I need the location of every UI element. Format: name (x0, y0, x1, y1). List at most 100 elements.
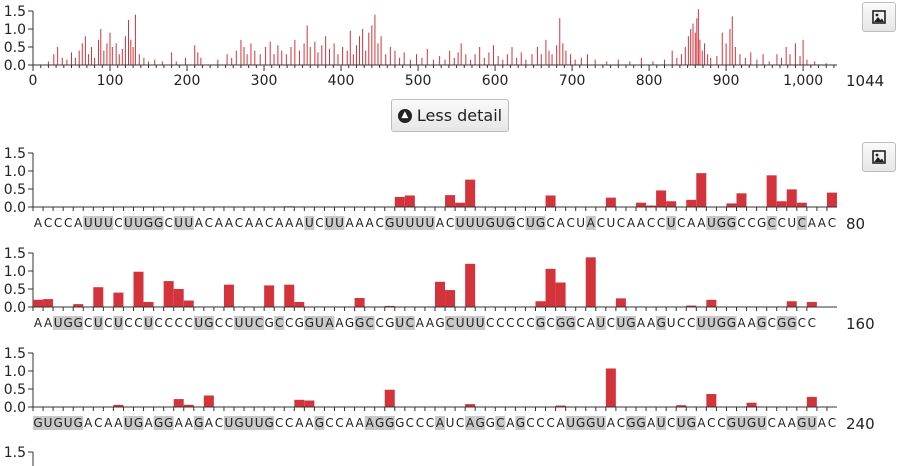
panel-3-nucleotide-highlight (163, 416, 174, 430)
detail-panel-1: 0.00.51.01.5A C C C A U U U C U U G G C U U A C A A C A A C A A A U… (4, 146, 865, 233)
panel-2-bar (354, 298, 365, 307)
panel-3-bar (605, 368, 616, 407)
overview-x-tick-label: 900 (713, 73, 740, 89)
panel-2-bar (615, 298, 626, 307)
panel-2-nucleotide: G (757, 316, 766, 330)
panel-2-nucleotide: C (104, 316, 112, 330)
panel-2-nucleotide-highlight (595, 316, 606, 330)
panel-2-nucleotide-highlight (776, 316, 787, 330)
panel-1-y-tick-label: 1.5 (4, 146, 26, 162)
panel-1-nucleotide: A (697, 216, 706, 230)
panel-3-nucleotide-highlight (806, 416, 817, 430)
panel-3-nucleotide: A (84, 416, 93, 430)
panel-3-nucleotide: G (626, 416, 635, 430)
panel-3-nucleotide: A (144, 416, 153, 430)
panel-3-nucleotide: A (185, 416, 194, 430)
panel-1-nucleotide: U (174, 216, 183, 230)
panel-1-nucleotide: A (818, 216, 827, 230)
panel-1-nucleotide: A (587, 216, 596, 230)
panel-3-nucleotide: C (215, 416, 223, 430)
panel-1-nucleotide-highlight (334, 216, 345, 230)
panel-1-nucleotide-highlight (726, 216, 737, 230)
panel-1-nucleotide: U (456, 216, 465, 230)
panel-3-nucleotide-highlight (43, 416, 54, 430)
panel-3-nucleotide: A (104, 416, 113, 430)
detail-panel-2: 0.00.51.01.5A A U G G C U C U C C U C C C C U G C C U U C G C C G G… (4, 246, 875, 333)
panel-1-nucleotide: U (466, 216, 475, 230)
panel-2-nucleotide: A (335, 316, 344, 330)
panel-2-nucleotide: G (204, 316, 213, 330)
panel-1-bar (826, 192, 837, 207)
panel-2-nucleotide: C (687, 316, 695, 330)
panel-1-nucleotide: A (295, 216, 304, 230)
panel-1-nucleotide: C (657, 216, 665, 230)
panel-1-nucleotide: G (385, 216, 394, 230)
panel-3-nucleotide: A (778, 416, 787, 430)
overview-chart[interactable]: 0.0 0.5 1.0 1.5 0 100 200 300 400 500 600 700 800 900… (4, 4, 837, 89)
panel-1-bar (394, 196, 405, 207)
panel-3-nucleotide-highlight (254, 416, 265, 430)
panel-1-nucleotide: A (74, 216, 83, 230)
panel-1-nucleotide: C (44, 216, 52, 230)
panel-2-nucleotide: U (466, 316, 475, 330)
panel-3-nucleotide: G (154, 416, 163, 430)
panel-1-nucleotide: U (124, 216, 133, 230)
panel-2-nucleotide: C (124, 316, 132, 330)
panel-3-nucleotide: U (596, 416, 605, 430)
panel-1-nucleotide-highlight (706, 216, 717, 230)
panel-3-nucleotide: U (124, 416, 133, 430)
overview-x-tick-label: 0 (29, 73, 38, 89)
panel-1-nucleotide: A (687, 216, 696, 230)
panel-2-nucleotide-highlight (535, 316, 546, 330)
download-image-button-detail[interactable] (862, 142, 896, 172)
panel-1-nucleotide: C (114, 216, 122, 230)
panel-3-nucleotide: C (828, 416, 836, 430)
download-image-button-overview[interactable] (862, 2, 896, 32)
panel-2-nucleotide: A (647, 316, 656, 330)
panel-3-bar (113, 404, 124, 407)
panel-3-nucleotide-highlight (234, 416, 244, 430)
panel-3-nucleotide-highlight (636, 416, 646, 430)
panel-1-nucleotide: A (808, 216, 817, 230)
panel-3-nucleotide: A (788, 416, 797, 430)
panel-2-bar (173, 289, 184, 307)
panel-2-nucleotide: C (486, 316, 494, 330)
panel-1-nucleotide: C (677, 216, 685, 230)
overview-y-tick-label: 0.0 (4, 58, 26, 74)
panel-1-bar (605, 197, 616, 207)
panel-3-nucleotide-highlight (515, 416, 526, 430)
panel-3-nucleotide-highlight (575, 416, 586, 430)
panel-3-nucleotide: A (175, 416, 184, 430)
panel-3-nucleotide: G (727, 416, 736, 430)
panel-1-nucleotide-highlight (766, 216, 777, 230)
panel-1-nucleotide: U (84, 216, 93, 230)
panel-3-nucleotide: G (486, 416, 495, 430)
overview-x-tick-label: 700 (559, 73, 586, 89)
panel-1-bar (686, 199, 697, 207)
panel-1-bar (796, 202, 807, 207)
panel-1-nucleotide-highlight (716, 216, 727, 230)
panel-3-nucleotide: A (607, 416, 616, 430)
panel-3-nucleotide-highlight (223, 416, 234, 430)
panel-2-bar (113, 292, 124, 307)
overview-x-tick-label: 600 (482, 73, 509, 89)
panel-3-bar (304, 400, 315, 407)
panel-1-nucleotide: C (64, 216, 72, 230)
panel-3-nucleotide-highlight (73, 416, 84, 430)
panel-2-nucleotide: U (617, 316, 626, 330)
panel-3-end-position: 240 (846, 415, 875, 433)
panel-2-nucleotide: C (607, 316, 615, 330)
panel-2-nucleotide-highlight (314, 316, 325, 330)
detail-panel-3: 0.00.51.01.5G U G U G A C A A U G A G G A A G A C U G U U G C C A A… (4, 346, 875, 433)
panel-1-nucleotide-highlight (495, 216, 506, 230)
panel-1-nucleotide: A (637, 216, 646, 230)
panel-2-bar (284, 284, 295, 307)
panel-1-nucleotide-highlight (475, 216, 486, 230)
panel-2-bar (183, 300, 194, 307)
panel-3-nucleotide: C (456, 416, 464, 430)
panel-1-nucleotide: U (667, 216, 676, 230)
panel-3-nucleotide: C (526, 416, 534, 430)
panel-3-nucleotide: C (416, 416, 424, 430)
panel-3-nucleotide-highlight (133, 416, 144, 430)
less-detail-button[interactable]: ▲ Less detail (391, 99, 509, 132)
